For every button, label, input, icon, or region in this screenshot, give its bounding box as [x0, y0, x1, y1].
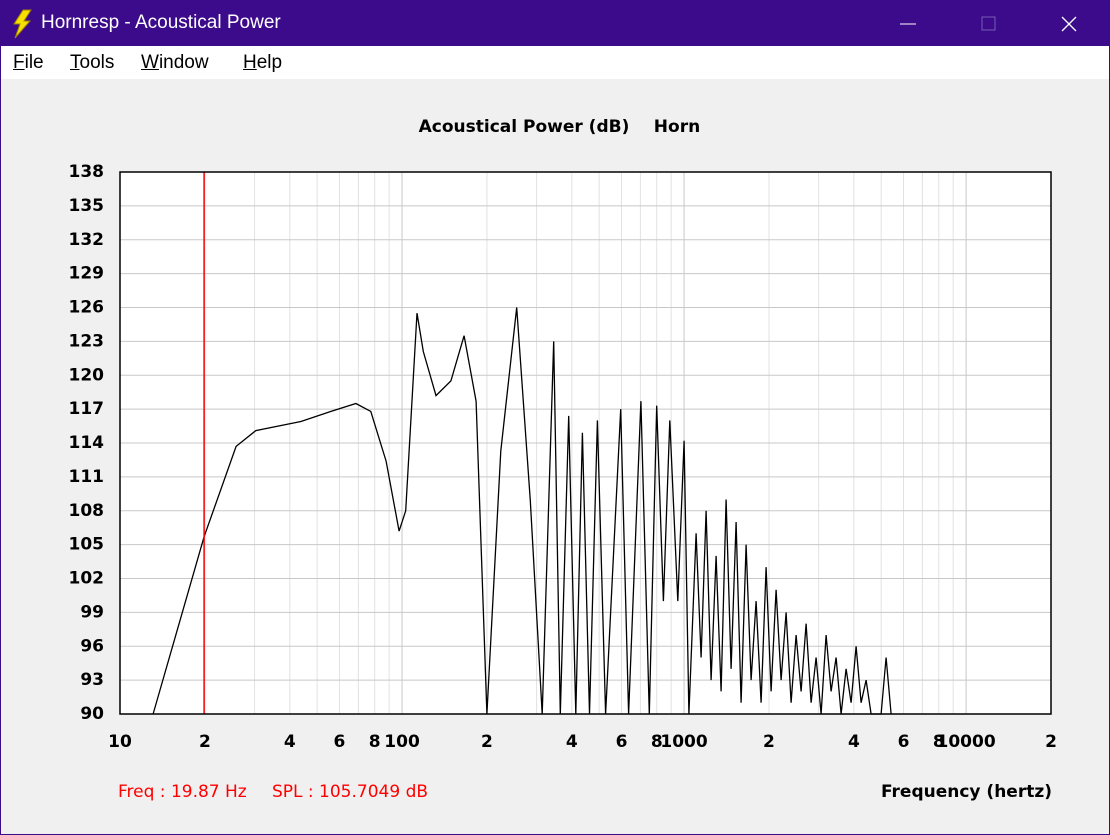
x-tick-label: 4: [848, 732, 860, 752]
x-tick-label: 6: [898, 732, 910, 752]
maximize-button[interactable]: [981, 16, 996, 31]
menu-tools[interactable]: Tools: [70, 52, 115, 73]
chart-title: Acoustical Power (dB): [419, 117, 630, 137]
close-button[interactable]: [1061, 16, 1077, 32]
x-tick-label: 6: [616, 732, 628, 752]
x-tick-label: 10000: [937, 732, 996, 752]
spl-readout: SPL : 105.7049 dB: [272, 782, 428, 802]
menu-file[interactable]: File: [13, 52, 44, 73]
y-tick-label: 99: [80, 602, 104, 622]
x-tick-label: 100: [384, 732, 420, 752]
x-tick-label: 4: [284, 732, 296, 752]
y-tick-label: 117: [69, 399, 105, 419]
plot-frame: [119, 171, 1052, 715]
y-tick-label: 96: [80, 636, 104, 656]
title-bar: Hornresp - Acoustical Power: [1, 1, 1109, 46]
y-tick-label: 90: [80, 704, 104, 724]
y-tick-label: 138: [69, 162, 105, 182]
y-tick-label: 102: [69, 569, 105, 589]
window-controls: [900, 16, 1077, 32]
x-tick-label: 2: [1045, 732, 1057, 752]
x-tick-label: 8: [933, 732, 945, 752]
y-tick-label: 135: [69, 196, 105, 216]
y-tick-label: 93: [80, 670, 104, 690]
y-tick-label: 120: [69, 365, 105, 385]
x-tick-label: 10: [108, 732, 132, 752]
menu-window[interactable]: Window: [141, 52, 209, 73]
x-tick-label: 8: [369, 732, 381, 752]
y-tick-label: 132: [69, 230, 105, 250]
y-tick-label: 126: [69, 298, 105, 318]
x-tick-label: 8: [651, 732, 663, 752]
x-tick-label: 1000: [660, 732, 707, 752]
x-tick-label: 2: [199, 732, 211, 752]
x-tick-label: 4: [566, 732, 578, 752]
y-tick-label: 114: [69, 433, 105, 453]
x-tick-label: 2: [763, 732, 775, 752]
chart-subtitle: Horn: [654, 117, 700, 137]
window-title: Hornresp - Acoustical Power: [41, 12, 281, 33]
menu-bar: File Tools Window Help: [1, 46, 1109, 79]
y-tick-label: 105: [69, 535, 105, 555]
y-tick-label: 111: [69, 467, 105, 487]
menu-help[interactable]: Help: [243, 52, 283, 73]
y-tick-label: 123: [69, 331, 105, 351]
x-tick-label: 2: [481, 732, 493, 752]
x-axis-label: Frequency (hertz): [881, 782, 1052, 802]
freq-readout: Freq : 19.87 Hz: [118, 782, 247, 802]
x-tick-label: 6: [334, 732, 346, 752]
y-tick-label: 129: [69, 264, 105, 284]
app-icon: [13, 9, 32, 39]
y-tick-label: 108: [69, 501, 105, 521]
